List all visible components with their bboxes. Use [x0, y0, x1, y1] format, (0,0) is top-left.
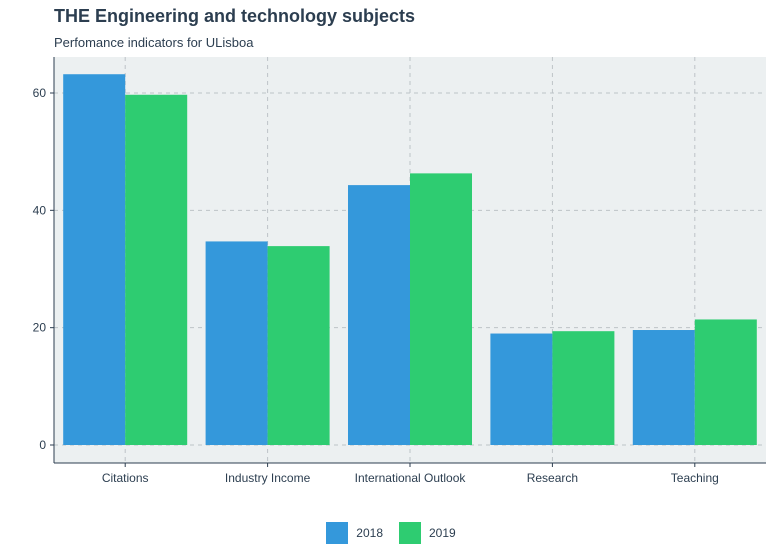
x-tick-label: Citations: [102, 471, 149, 485]
x-tick-label: Research: [527, 471, 578, 485]
legend-swatch-2019: [399, 522, 421, 544]
bar-2018-teaching: [632, 330, 695, 445]
y-tick-labels: 0 20 40 60: [33, 86, 54, 452]
legend-label-2018: 2018: [356, 526, 383, 540]
bar-2018-international-outlook: [348, 185, 410, 445]
bar-2018-citations: [63, 74, 126, 445]
legend-label-2019: 2019: [429, 526, 456, 540]
y-tick-label: 40: [33, 203, 47, 217]
bar-2019-teaching: [694, 319, 757, 445]
bar-2019-citations: [125, 94, 188, 445]
bar-2018-industry-income: [205, 241, 268, 445]
chart-subtitle: Perfomance indicators for ULisboa: [54, 35, 254, 50]
y-tick-label: 0: [39, 438, 46, 452]
bar-2019-international-outlook: [410, 173, 472, 445]
x-tick-label: Teaching: [671, 471, 719, 485]
chart-title: THE Engineering and technology subjects: [54, 6, 416, 26]
legend: 2018 2019: [0, 522, 776, 544]
y-tick-label: 60: [33, 86, 47, 100]
x-tick-labels: Citations Industry Income International Ou…: [102, 463, 719, 485]
x-tick-label: Industry Income: [225, 471, 311, 485]
legend-item-2018: 2018: [326, 522, 383, 544]
bar-2019-research: [552, 331, 615, 445]
bar-2019-industry-income: [267, 246, 330, 445]
bars: [63, 74, 757, 445]
legend-swatch-2018: [326, 522, 349, 544]
y-tick-label: 20: [33, 321, 47, 335]
bar-2018-research: [490, 333, 553, 445]
x-tick-label: International Outlook: [355, 471, 467, 485]
legend-item-2019: 2019: [399, 522, 456, 544]
